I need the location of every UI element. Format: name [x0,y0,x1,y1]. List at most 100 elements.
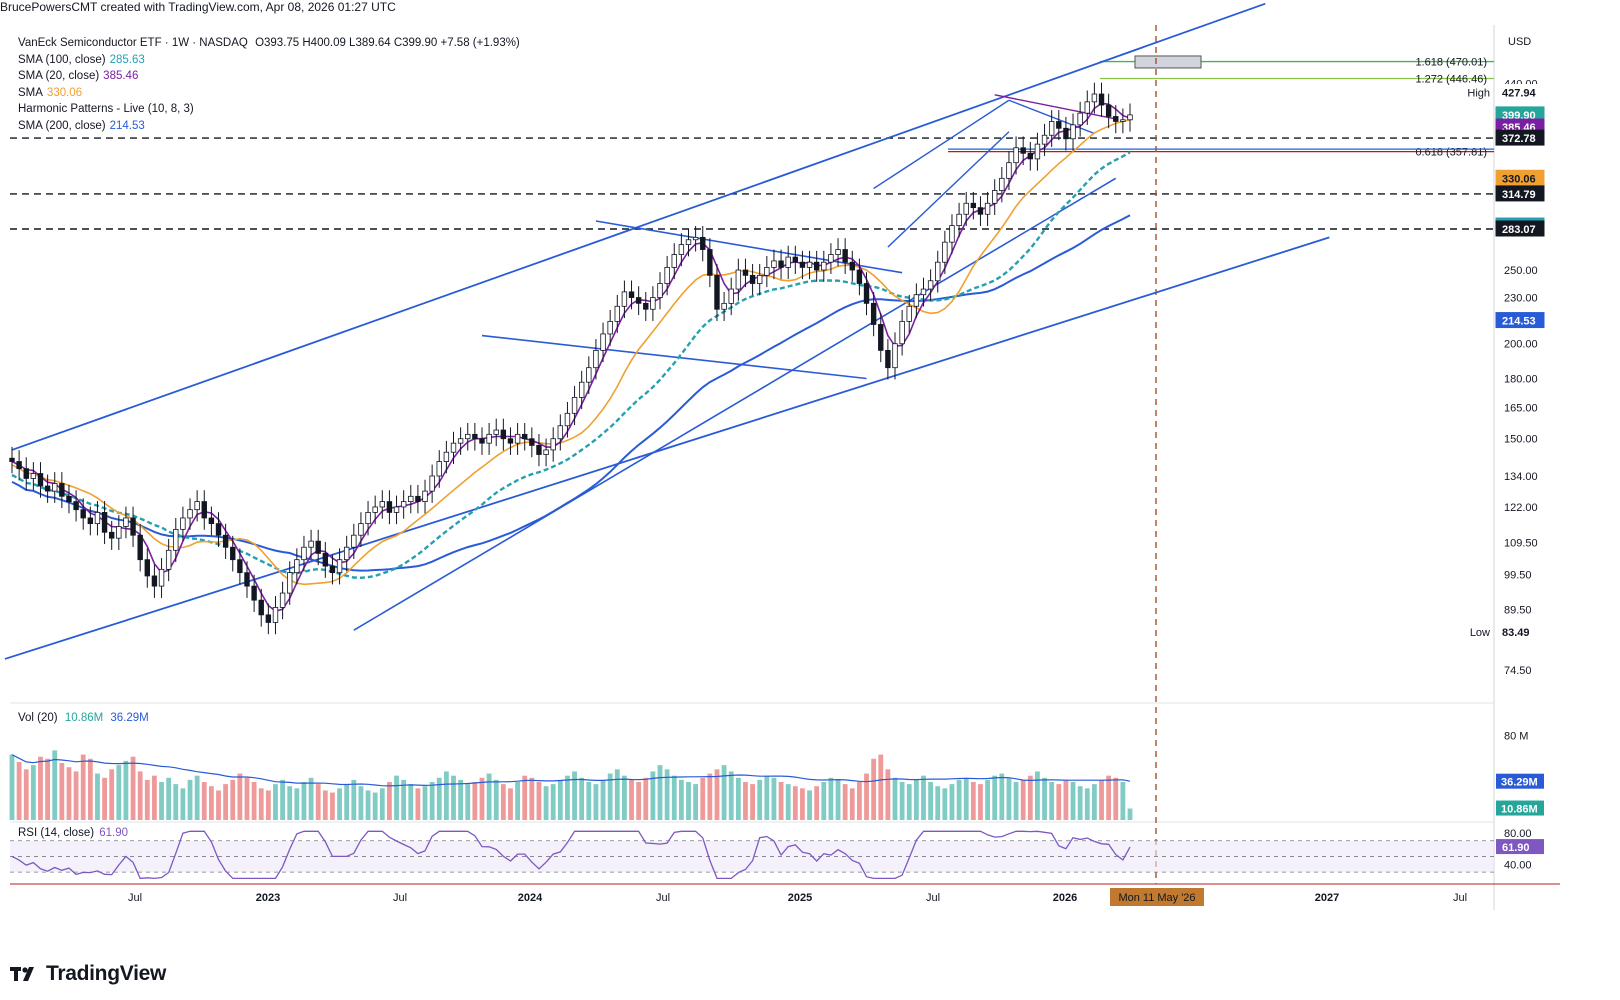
volume-legend[interactable]: Vol (20) 10.86M 36.29M [18,712,149,724]
volume-bar [344,784,350,820]
horizontal-levels: 1.618 (470.01) 1.272 (446.46) 0.618 (357.8… [10,25,1494,884]
indicator-value: 214.53 [109,119,145,132]
volume-bar [543,786,549,820]
candle-body [735,269,742,290]
volume-bar [30,765,36,820]
ohlc-values: O393.75 H400.09 L389.64 C399.90 +7.58 (+… [255,37,520,49]
candle-body [628,291,635,298]
volume-tick-label: 80 M [1504,731,1528,743]
volume-bar [857,782,862,820]
volume-bar [95,773,100,820]
legend-sma200[interactable]: SMA (200, close) 214.53 [18,118,520,135]
candle-body [792,256,799,263]
candle-body [422,490,428,502]
volume-bar [201,782,207,820]
legend-sma100[interactable]: SMA (100, close) 285.63 [18,52,520,69]
volume-bar [173,784,179,820]
chart-legend: VanEck Semiconductor ETF · 1W · NASDAQ O… [18,35,520,134]
candle-body [9,457,15,462]
candle-body [379,501,385,508]
volume-bar [728,771,734,820]
volume-bar [1113,777,1119,820]
time-marker-label: Mon 11 May '26 [1118,892,1195,904]
fib-level-label: 0.618 (357.81) [1415,147,1487,159]
volume-bar [814,786,820,820]
candle-body [678,244,685,255]
candle-body [970,202,977,209]
candle-body [1006,162,1012,179]
volume-bar [664,769,670,820]
candle-body [294,559,300,574]
time-tick-label: 2026 [1053,892,1077,904]
volume-bar [23,769,29,820]
legend-harmonic[interactable]: Harmonic Patterns - Live (10, 8, 3) [18,101,520,118]
candle-body [757,274,763,284]
volume-bar [351,779,357,820]
price-tick-label: 180.00 [1504,374,1538,386]
grid [10,25,1560,910]
rsi-legend[interactable]: RSI (14, close) 61.90 [18,827,128,839]
sma50-line [11,119,1131,586]
volume-bar [273,784,278,820]
price-tick-label: 99.50 [1504,569,1532,581]
volume-bar [9,754,15,820]
volume-bar [978,784,983,820]
candle-body [949,225,955,243]
candle-body [522,433,528,440]
indicator-name: SMA [18,86,43,99]
volume-bar [1035,771,1040,820]
volume-bar [237,773,243,820]
inner-trend-line [353,177,1117,631]
volume-bar [849,788,855,820]
legend-sma20[interactable]: SMA (20, close) 385.46 [18,68,520,85]
volume-bar [230,779,236,820]
volume-bar [1127,808,1133,820]
candle-body [571,396,578,414]
lower-channel-line [4,236,1330,660]
candle-body [593,349,599,369]
volume-bar [871,758,877,820]
candle-body [23,468,29,479]
logo-text: TradingView [46,962,167,985]
candle-body [365,512,371,525]
volume-bar [52,750,58,820]
legend-sma50[interactable]: SMA 330.06 [18,85,520,102]
volume-bar [1042,777,1047,820]
rsi-line [11,830,1131,880]
legend-symbol-row[interactable]: VanEck Semiconductor ETF · 1W · NASDAQ O… [18,35,520,52]
candle-body [1120,119,1126,122]
candle-body [208,517,215,525]
volume-bar [130,756,136,820]
volume-bar [892,777,898,820]
volume-bar [1027,775,1033,820]
candle-body [1098,93,1105,106]
candle-body [429,475,435,492]
volume-bar [757,779,763,820]
currency-label[interactable]: USD [1508,36,1532,48]
volume-bar [785,784,791,820]
chart-svg[interactable]: 1.618 (470.01) 1.272 (446.46) 0.618 (357.8… [0,0,1620,950]
tradingview-logo[interactable]: TradingView [10,962,166,986]
candle-body [44,485,51,492]
time-tick-label: 2025 [788,892,812,904]
candle-body [650,297,656,310]
candle-body [457,438,464,444]
candle-body [16,461,22,470]
volume-bar [322,790,328,820]
candle-body [643,302,649,310]
volume-bar [842,784,848,820]
price-tag [1495,185,1545,202]
volume-bar [315,784,321,820]
target-box [1134,55,1202,69]
volume-bar [913,779,919,820]
candle-body [764,266,770,276]
price-tick-label: 200.00 [1504,339,1538,351]
candle-body [73,501,79,511]
price-tick-label: 250.00 [1504,265,1538,277]
candle-body [329,565,336,574]
candle-body [550,438,556,451]
volume-bar [686,782,691,820]
volume-bar [550,784,556,820]
volume-bar [565,775,570,820]
candle-body [52,483,58,492]
